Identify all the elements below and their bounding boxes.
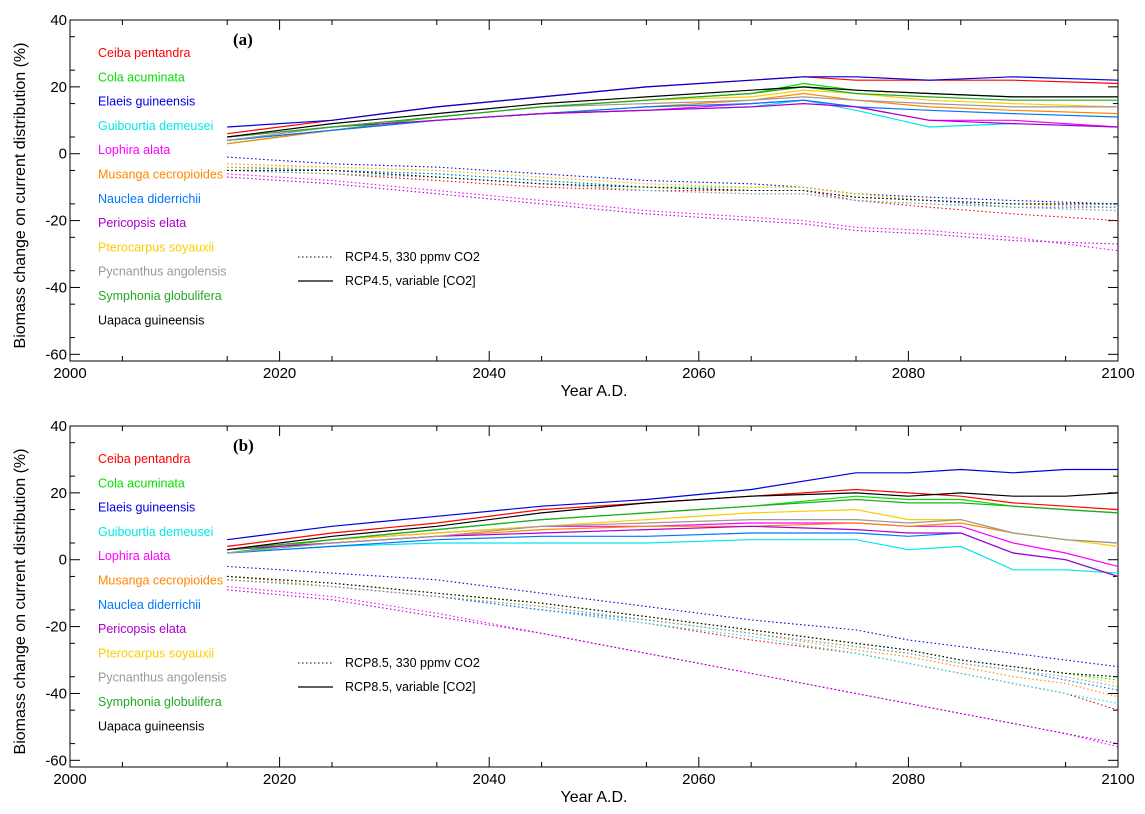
series-line-fixed-co2 — [227, 169, 1118, 205]
legend-entry: Musanga cecropioides — [98, 574, 223, 588]
legend-solid-label: RCP8.5, variable [CO2] — [345, 680, 476, 694]
series-line-fixed-co2 — [227, 169, 1118, 205]
plot-frame — [69, 19, 1119, 362]
series-line-fixed-co2 — [227, 176, 1119, 245]
y-tick-label: -20 — [45, 213, 67, 230]
legend-entry: Nauclea diderrichii — [98, 192, 201, 206]
series-line-fixed-co2 — [227, 166, 1118, 208]
y-tick-label: -40 — [45, 279, 67, 296]
legend-entry: Pericopsis elata — [98, 622, 186, 636]
y-tick-label: 20 — [50, 485, 67, 502]
y-tick-label: 0 — [59, 552, 67, 569]
series-line-variable-co2 — [227, 89, 1119, 138]
x-tick-label: 2080 — [892, 365, 925, 382]
legend-entry: Symphonia globulifera — [98, 695, 222, 709]
legend-entry: Pycnanthus angolensis — [98, 671, 227, 685]
series-line-fixed-co2 — [227, 575, 1119, 678]
legend-entry: Ceiba pentandra — [98, 46, 190, 60]
x-tick-label: 2100 — [1101, 365, 1134, 382]
series-line-fixed-co2 — [227, 579, 1119, 691]
x-tick-label: 2060 — [682, 771, 715, 788]
series-line-fixed-co2 — [227, 575, 1119, 698]
series-line-fixed-co2 — [227, 169, 1119, 212]
legend-entry: Guibourtia demeusei — [98, 119, 213, 133]
legend-entry: Nauclea diderrichii — [98, 598, 201, 612]
legend-entry: Cola acuminata — [98, 476, 185, 490]
series-line-fixed-co2 — [227, 166, 1118, 205]
legend-entry: Cola acuminata — [98, 70, 185, 84]
series-line-variable-co2 — [227, 86, 1118, 138]
x-tick-label: 2100 — [1101, 771, 1134, 788]
series-line-fixed-co2 — [227, 156, 1119, 205]
series-line-fixed-co2 — [227, 166, 1118, 205]
legend-entry: Guibourtia demeusei — [98, 525, 213, 539]
y-tick-label: 20 — [50, 79, 67, 96]
series-line-variable-co2 — [227, 498, 1119, 551]
series-line-variable-co2 — [227, 102, 1119, 138]
series-line-variable-co2 — [227, 99, 1119, 141]
series-line-variable-co2 — [227, 86, 1118, 138]
legend-entry: Ceiba pentandra — [98, 452, 190, 466]
y-axis-title: Biomass change on current distribution (… — [12, 449, 29, 755]
x-tick-label: 2020 — [263, 771, 296, 788]
legend-entry: Musanga cecropioides — [98, 168, 223, 182]
legend-entry: Elaeis guineensis — [98, 501, 195, 515]
legend-entry: Symphonia globulifera — [98, 289, 222, 303]
series-line-variable-co2 — [227, 96, 1118, 141]
chart-panel-b: 2000 2020 2040 2060 2080 2100 40 20 0 -20 -40 -60 Ye… — [12, 418, 1135, 806]
series-line-variable-co2 — [227, 76, 1119, 128]
panel-label: (a) — [233, 30, 253, 49]
legend-entry: Lophira alata — [98, 549, 170, 563]
legend-entry: Uapaca guineensis — [98, 719, 204, 733]
x-tick-label: 2080 — [892, 771, 925, 788]
legend-entry: Pericopsis elata — [98, 216, 186, 230]
series-line-fixed-co2 — [227, 589, 1119, 745]
chart-panel-a: 2000 2020 2040 2060 2080 2100 40 20 0 -20 -40 -60 Ye… — [12, 12, 1135, 400]
series-line-fixed-co2 — [227, 163, 1119, 208]
x-tick-label: 2040 — [473, 771, 506, 788]
panel-label: (b) — [233, 436, 254, 455]
x-tick-label: 2060 — [682, 365, 715, 382]
series-line-variable-co2 — [227, 539, 1119, 574]
y-tick-label: 40 — [50, 418, 67, 435]
series-line-variable-co2 — [227, 518, 1119, 554]
y-tick-label: -20 — [45, 619, 67, 636]
series-line-fixed-co2 — [227, 169, 1119, 212]
legend-dotted-label: RCP4.5, 330 ppmv CO2 — [345, 250, 480, 264]
x-axis-title: Year A.D. — [560, 383, 627, 400]
series-line-variable-co2 — [227, 82, 1118, 145]
series-line-variable-co2 — [227, 468, 1118, 541]
x-tick-label: 2000 — [53, 365, 86, 382]
y-tick-label: 0 — [59, 146, 67, 163]
series-line-variable-co2 — [227, 488, 1119, 547]
series-line-fixed-co2 — [227, 169, 1119, 222]
y-tick-label: 40 — [50, 12, 67, 29]
series-line-variable-co2 — [227, 492, 1119, 551]
legend-entry: Pycnanthus angolensis — [98, 265, 227, 279]
y-tick-label: -40 — [45, 685, 67, 702]
plot-frame — [69, 425, 1119, 768]
series-line-variable-co2 — [227, 92, 1119, 145]
legend-dotted-label: RCP8.5, 330 ppmv CO2 — [345, 656, 480, 670]
x-tick-label: 2000 — [53, 771, 86, 788]
legend-entry: Pterocarpus soyauxii — [98, 646, 214, 660]
series-line-fixed-co2 — [227, 579, 1119, 688]
y-axis-title: Biomass change on current distribution (… — [12, 43, 29, 349]
legend-entry: Uapaca guineensis — [98, 313, 204, 327]
x-axis-title: Year A.D. — [560, 789, 627, 806]
legend-entry: Elaeis guineensis — [98, 95, 195, 109]
series-line-variable-co2 — [227, 532, 1119, 577]
x-tick-label: 2040 — [473, 365, 506, 382]
y-tick-label: -60 — [45, 752, 67, 769]
x-tick-label: 2020 — [263, 365, 296, 382]
legend-solid-label: RCP4.5, variable [CO2] — [345, 274, 476, 288]
series-line-fixed-co2 — [227, 565, 1119, 668]
y-tick-label: -60 — [45, 346, 67, 363]
series-line-fixed-co2 — [227, 173, 1119, 252]
legend-entry: Pterocarpus soyauxii — [98, 240, 214, 254]
legend-entry: Lophira alata — [98, 143, 170, 157]
